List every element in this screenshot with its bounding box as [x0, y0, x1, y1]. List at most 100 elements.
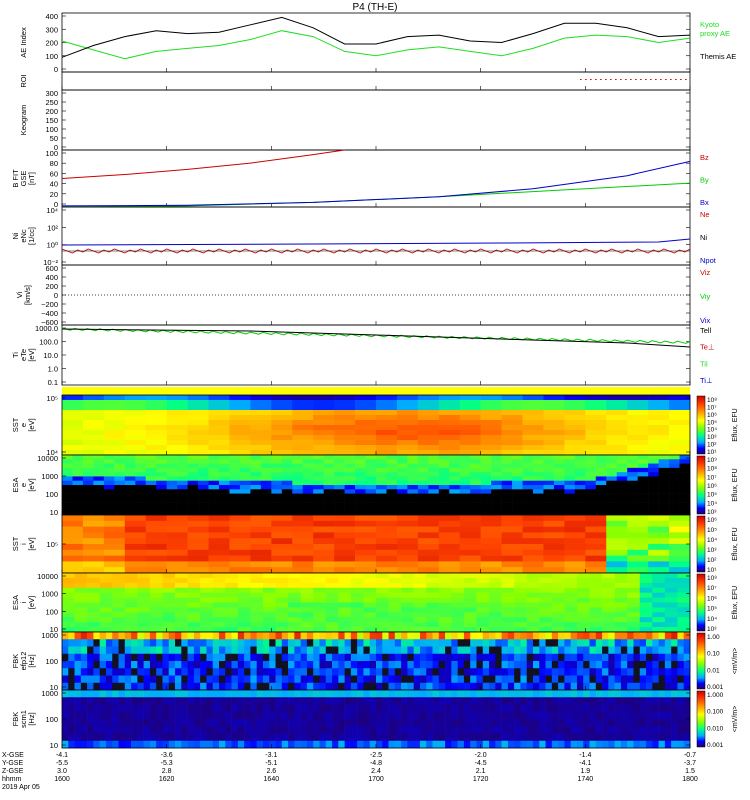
spectrogram-cell	[313, 602, 327, 608]
spectrogram-cell	[334, 463, 345, 469]
spectrogram-cell	[489, 602, 502, 608]
spectrogram-cell	[112, 719, 119, 727]
y-tick-label: 600	[45, 264, 58, 273]
spectrogram-cell	[187, 639, 195, 647]
spectrogram-cell	[145, 538, 167, 545]
spectrogram-cell	[570, 668, 578, 676]
spectrogram-cell	[533, 493, 544, 499]
spectrogram-cell	[652, 587, 666, 593]
spectrogram-cell	[275, 646, 283, 655]
spectrogram-cell	[363, 617, 377, 623]
spectrogram-cell	[325, 622, 339, 628]
spectrogram-cell	[407, 740, 414, 749]
spectrogram-cell	[522, 410, 544, 416]
spectrogram-cell	[302, 489, 314, 494]
spectrogram-cell	[208, 395, 230, 401]
spectrogram-cell	[664, 573, 678, 579]
roi-mark	[650, 79, 652, 80]
spectrogram-cell	[137, 627, 151, 633]
spectrogram-cell	[313, 726, 320, 734]
y-tick-label: 10⁻²	[43, 258, 58, 267]
spectrogram-cell	[168, 697, 176, 705]
spectrogram-cell	[166, 445, 188, 451]
spectrogram-cell	[131, 668, 138, 676]
spectrogram-cell	[627, 597, 641, 603]
spectrogram-cell	[206, 719, 214, 727]
spectrogram-cell	[417, 476, 429, 482]
spectrogram-cell	[82, 489, 94, 494]
spectrogram-cell	[103, 567, 126, 574]
spectrogram-cell	[677, 690, 685, 698]
spectrogram-cell	[489, 653, 496, 662]
spectrogram-cell	[187, 493, 199, 499]
spectrogram-cell	[606, 410, 628, 416]
spectrogram-cell	[229, 544, 251, 551]
spectrogram-cell	[526, 740, 534, 749]
spectrogram-cell	[200, 592, 214, 598]
spectrogram-cell	[633, 632, 641, 640]
spectrogram-cell	[417, 420, 440, 426]
spectrogram-cell	[350, 733, 358, 742]
spectrogram-cell	[522, 420, 544, 426]
spectrogram-cell	[200, 639, 207, 647]
spectrogram-cell	[369, 682, 377, 691]
spectrogram-cell	[426, 592, 440, 598]
spectrogram-cell	[614, 740, 622, 749]
spectrogram-cell	[68, 668, 75, 676]
spectrogram-cell	[664, 646, 672, 655]
spectrogram-cell	[491, 497, 502, 503]
spectrogram-cell	[394, 711, 402, 720]
y-axis-label: ESA	[11, 477, 20, 492]
spectrogram-cell	[648, 561, 670, 568]
spectrogram-cell	[646, 740, 653, 749]
spectrogram-cell	[501, 493, 513, 499]
spectrogram-cell	[376, 489, 387, 494]
spectrogram-cell	[671, 668, 678, 676]
spectrogram-cell	[99, 733, 107, 742]
spectrogram-cell	[602, 740, 609, 749]
spectrogram-cell	[476, 653, 484, 662]
spectrogram-cell	[585, 549, 607, 556]
spectrogram-cell	[394, 675, 402, 684]
colorbar-tick-label: 10³	[707, 434, 717, 441]
spectrogram-cell	[417, 493, 429, 499]
spectrogram-cell	[334, 415, 356, 421]
y-tick-label: 100	[45, 149, 58, 158]
spectrogram-cell	[212, 690, 220, 698]
spectrogram-cell	[338, 690, 345, 698]
spectrogram-cell	[82, 485, 94, 490]
spectrogram-cell	[539, 661, 546, 669]
spectrogram-cell	[639, 661, 647, 669]
spectrogram-cell	[376, 467, 387, 473]
spectrogram-cell	[166, 410, 188, 416]
spectrogram-cell	[219, 653, 226, 662]
spectrogram-cell	[669, 472, 680, 477]
spectrogram-cell	[606, 515, 628, 522]
spectrogram-cell	[501, 719, 509, 727]
spectrogram-cell	[683, 733, 691, 742]
y-axis-label: [eV]	[27, 418, 36, 431]
spectrogram-cell	[112, 690, 119, 698]
y-tick-label: 100	[45, 657, 58, 666]
spectrogram-cell	[564, 617, 578, 623]
spectrogram-cell	[533, 675, 540, 684]
spectrogram-cell	[332, 675, 339, 684]
spectrogram-cell	[294, 740, 301, 749]
spectrogram-cell	[574, 493, 586, 499]
roi-mark	[675, 79, 677, 80]
spectrogram-cell	[585, 489, 597, 494]
spectrogram-cell	[369, 661, 377, 669]
spectrogram-cell	[637, 485, 649, 490]
spectrogram-cell	[323, 467, 335, 473]
spectrogram-cell	[103, 520, 126, 527]
spectrogram-cell	[292, 415, 314, 421]
spectrogram-cell	[669, 485, 680, 490]
spectrogram-cell	[124, 704, 132, 713]
spectrogram-cell	[677, 704, 685, 713]
spectrogram-cell	[175, 682, 182, 691]
spectrogram-cell	[250, 582, 264, 589]
spectrogram-cell	[606, 450, 628, 456]
spectrogram-cell	[99, 639, 107, 647]
spectrogram-cell	[376, 480, 387, 486]
spectrogram-cell	[480, 526, 502, 533]
